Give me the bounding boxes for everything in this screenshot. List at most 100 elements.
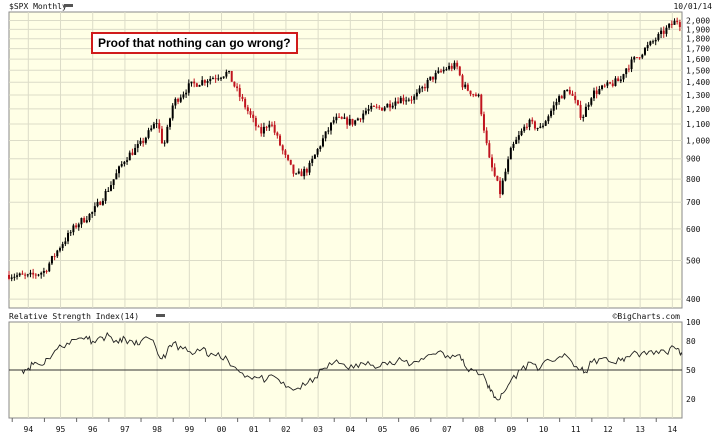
- candle-down-body: [480, 94, 483, 115]
- candle-down-body: [32, 272, 35, 275]
- candle-up-body: [228, 70, 231, 72]
- x-tick-label: 12: [603, 425, 613, 434]
- candle-up-body: [512, 143, 515, 148]
- candle-up-body: [91, 212, 94, 214]
- rsi-y-tick-label: 80: [686, 337, 696, 346]
- candle-down-body: [233, 81, 236, 87]
- candle-up-body: [418, 88, 421, 93]
- candle-up-body: [348, 118, 351, 125]
- x-tick-label: 13: [635, 425, 645, 434]
- x-tick-label: 09: [507, 425, 517, 434]
- candle-up-body: [126, 160, 129, 162]
- candle-up-body: [58, 248, 61, 251]
- candle-down-body: [75, 225, 78, 228]
- candle-up-body: [523, 126, 526, 131]
- candle-up-body: [56, 250, 59, 257]
- candle-down-body: [611, 83, 614, 86]
- candle-down-body: [260, 127, 263, 134]
- candle-down-body: [8, 274, 10, 279]
- candle-up-body: [185, 92, 188, 95]
- candle-up-body: [619, 79, 622, 82]
- candle-down-body: [450, 65, 453, 69]
- candle-down-body: [458, 66, 461, 76]
- price-gridlines: [9, 12, 682, 308]
- price-y-tick-label: 1,600: [686, 55, 710, 64]
- candle-up-body: [606, 82, 609, 86]
- candle-down-body: [627, 68, 630, 70]
- candle-down-body: [676, 20, 679, 23]
- candle-up-body: [630, 59, 633, 70]
- candle-up-body: [321, 138, 324, 147]
- rsi-header-strip: [0, 309, 720, 322]
- candle-down-body: [533, 121, 536, 129]
- candle-up-body: [643, 48, 646, 55]
- candle-down-body: [214, 78, 217, 80]
- candle-up-body: [182, 94, 185, 98]
- candle-up-body: [313, 154, 316, 159]
- source-credit: ©BigCharts.com: [613, 312, 681, 321]
- candle-down-body: [257, 126, 260, 128]
- candle-down-body: [617, 78, 620, 82]
- candle-up-body: [201, 80, 204, 86]
- candle-up-body: [211, 78, 214, 80]
- candle-up-body: [327, 130, 330, 132]
- candle-down-body: [99, 201, 102, 205]
- candle-up-body: [552, 105, 555, 111]
- candle-down-body: [24, 274, 27, 276]
- candle-up-body: [544, 121, 547, 126]
- candle-down-body: [474, 94, 477, 97]
- x-tick-label: 97: [120, 425, 130, 434]
- price-y-tick-label: 1,900: [686, 25, 710, 34]
- candle-down-body: [289, 159, 292, 165]
- collapse-dash-icon[interactable]: [64, 4, 73, 7]
- candle-down-body: [160, 128, 163, 144]
- candle-up-body: [587, 104, 590, 107]
- candle-up-body: [362, 113, 365, 120]
- candle-up-body: [364, 110, 367, 114]
- symbol-label: $SPX Monthly: [9, 2, 67, 11]
- candle-down-body: [662, 30, 665, 34]
- candle-up-body: [198, 85, 201, 87]
- candle-up-body: [652, 41, 655, 43]
- candle-up-body: [405, 100, 408, 102]
- candle-up-body: [96, 201, 99, 207]
- candle-down-body: [397, 101, 400, 104]
- price-y-tick-label: 500: [686, 256, 701, 265]
- x-tick-label: 03: [313, 425, 323, 434]
- candle-up-body: [316, 149, 319, 155]
- x-tick-label: 01: [249, 425, 259, 434]
- candle-down-body: [273, 124, 276, 133]
- candle-down-body: [402, 97, 405, 102]
- candle-up-body: [107, 190, 110, 192]
- rsi-collapse-dash-icon[interactable]: [156, 314, 165, 317]
- candle-down-body: [203, 80, 206, 83]
- candle-up-body: [163, 142, 166, 144]
- candle-up-body: [437, 70, 440, 73]
- candle-down-body: [284, 150, 287, 155]
- candle-up-body: [123, 161, 126, 165]
- candle-down-body: [244, 98, 247, 108]
- candle-up-body: [528, 119, 531, 128]
- chart-date: 10/01/14: [673, 2, 712, 11]
- candle-down-body: [472, 94, 475, 96]
- price-candles: [8, 17, 681, 282]
- rsi-y-tick-label: 50: [686, 366, 696, 375]
- x-tick-label: 02: [281, 425, 291, 434]
- candle-down-body: [431, 76, 434, 80]
- candle-up-body: [343, 117, 346, 119]
- candle-up-body: [225, 71, 228, 77]
- candle-up-body: [386, 103, 389, 108]
- candle-up-body: [118, 166, 121, 174]
- candle-up-body: [101, 200, 104, 205]
- candle-up-body: [547, 116, 550, 122]
- candle-down-body: [195, 83, 198, 87]
- candle-up-body: [217, 78, 220, 80]
- candle-up-body: [520, 130, 523, 136]
- candle-up-body: [104, 190, 107, 201]
- candle-up-body: [354, 120, 357, 125]
- candle-down-body: [491, 157, 494, 168]
- candle-down-body: [238, 88, 241, 97]
- x-tick-label: 98: [152, 425, 162, 434]
- candle-down-body: [292, 164, 295, 174]
